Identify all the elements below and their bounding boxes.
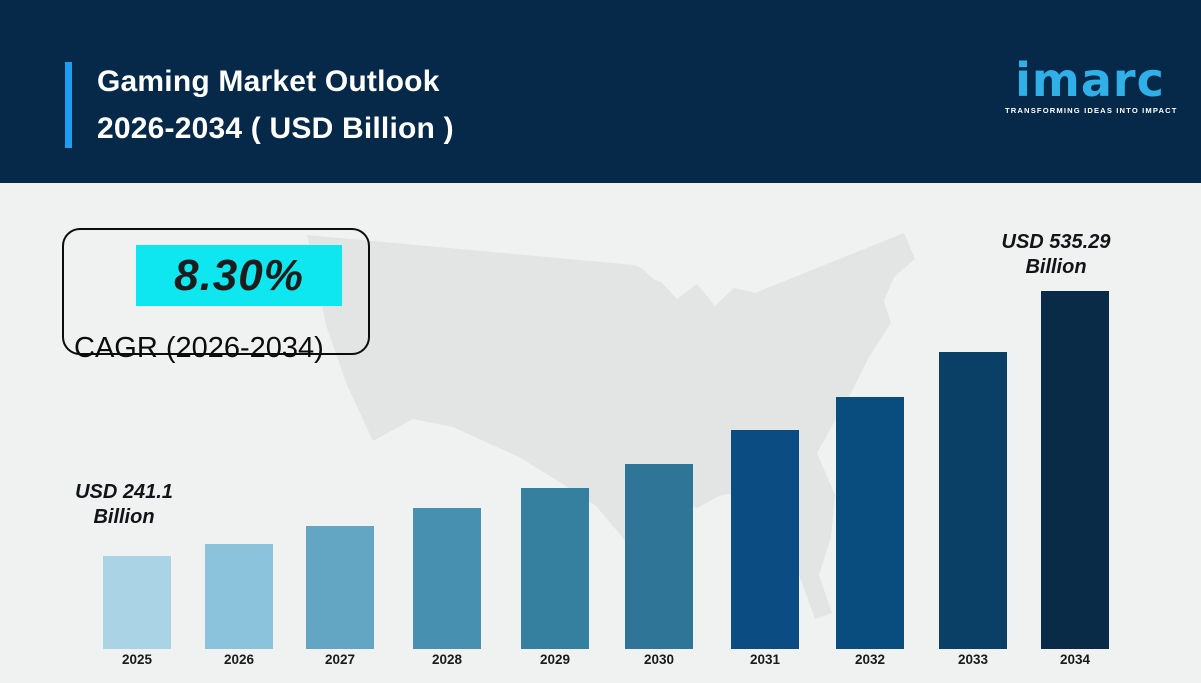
bar-column-2031: 2031 [731,430,799,668]
bar-2029 [521,488,589,649]
x-axis-label-2030: 2030 [643,652,675,667]
value-annotation-2025: USD 241.1 Billion [49,480,199,530]
imarc-logo-wordmark: imarc [1015,53,1165,107]
usa-map-watermark [307,233,915,619]
page-title: Gaming Market Outlook 2026-2034 ( USD Bi… [97,58,454,152]
x-axis-label-2033: 2033 [957,652,989,667]
bar-2033 [939,352,1007,649]
value-annotation-2025-line2: Billion [93,506,155,528]
x-axis-label-2029: 2029 [539,652,571,667]
bar-column-2033: 2033 [939,352,1007,668]
bar-column-2025: 2025 [103,556,171,668]
page-title-line1: Gaming Market Outlook [97,65,440,98]
chart-area: 8.30% CAGR (2026-2034) USD 241.1 Billion… [0,183,1201,683]
cagr-highlight-band: 8.30% [136,245,342,306]
value-annotation-2025-line1: USD 241.1 [75,481,173,503]
bar-2030 [625,464,693,649]
value-annotation-2034-line1: USD 535.29 [1001,231,1111,253]
imarc-logo: imarc TRANSFORMING IDEAS INTO IMPACT [1005,53,1178,115]
bar-column-2032: 2032 [836,397,904,668]
bar-2027 [306,526,374,649]
x-axis-label-2032: 2032 [854,652,886,667]
title-accent-bar [65,62,72,148]
bar-2026 [205,544,273,649]
page-title-line2: 2026-2034 ( USD Billion ) [97,112,454,145]
value-annotation-2034: USD 535.29 Billion [981,230,1131,280]
value-annotation-2034-line2: Billion [1025,256,1087,278]
bar-column-2027: 2027 [306,526,374,668]
x-axis-label-2031: 2031 [749,652,781,667]
bar-column-2030: 2030 [625,464,693,668]
bar-2034 [1041,291,1109,649]
bar-2025 [103,556,171,649]
x-axis-label-2025: 2025 [121,652,153,667]
bar-2032 [836,397,904,649]
cagr-label: CAGR (2026-2034) [74,332,324,364]
x-axis-label-2027: 2027 [324,652,356,667]
bar-column-2034: 2034 [1041,291,1109,668]
bar-2028 [413,508,481,649]
bar-column-2029: 2029 [521,488,589,668]
header-banner: Gaming Market Outlook 2026-2034 ( USD Bi… [0,0,1201,183]
x-axis-label-2028: 2028 [431,652,463,667]
bar-column-2028: 2028 [413,508,481,668]
x-axis-label-2026: 2026 [223,652,255,667]
bar-column-2026: 2026 [205,544,273,668]
imarc-logo-tagline: TRANSFORMING IDEAS INTO IMPACT [1005,106,1178,115]
cagr-value: 8.30% [174,250,304,300]
bar-2031 [731,430,799,649]
cagr-callout-box: 8.30% CAGR (2026-2034) [62,228,370,364]
x-axis-label-2034: 2034 [1059,652,1091,667]
